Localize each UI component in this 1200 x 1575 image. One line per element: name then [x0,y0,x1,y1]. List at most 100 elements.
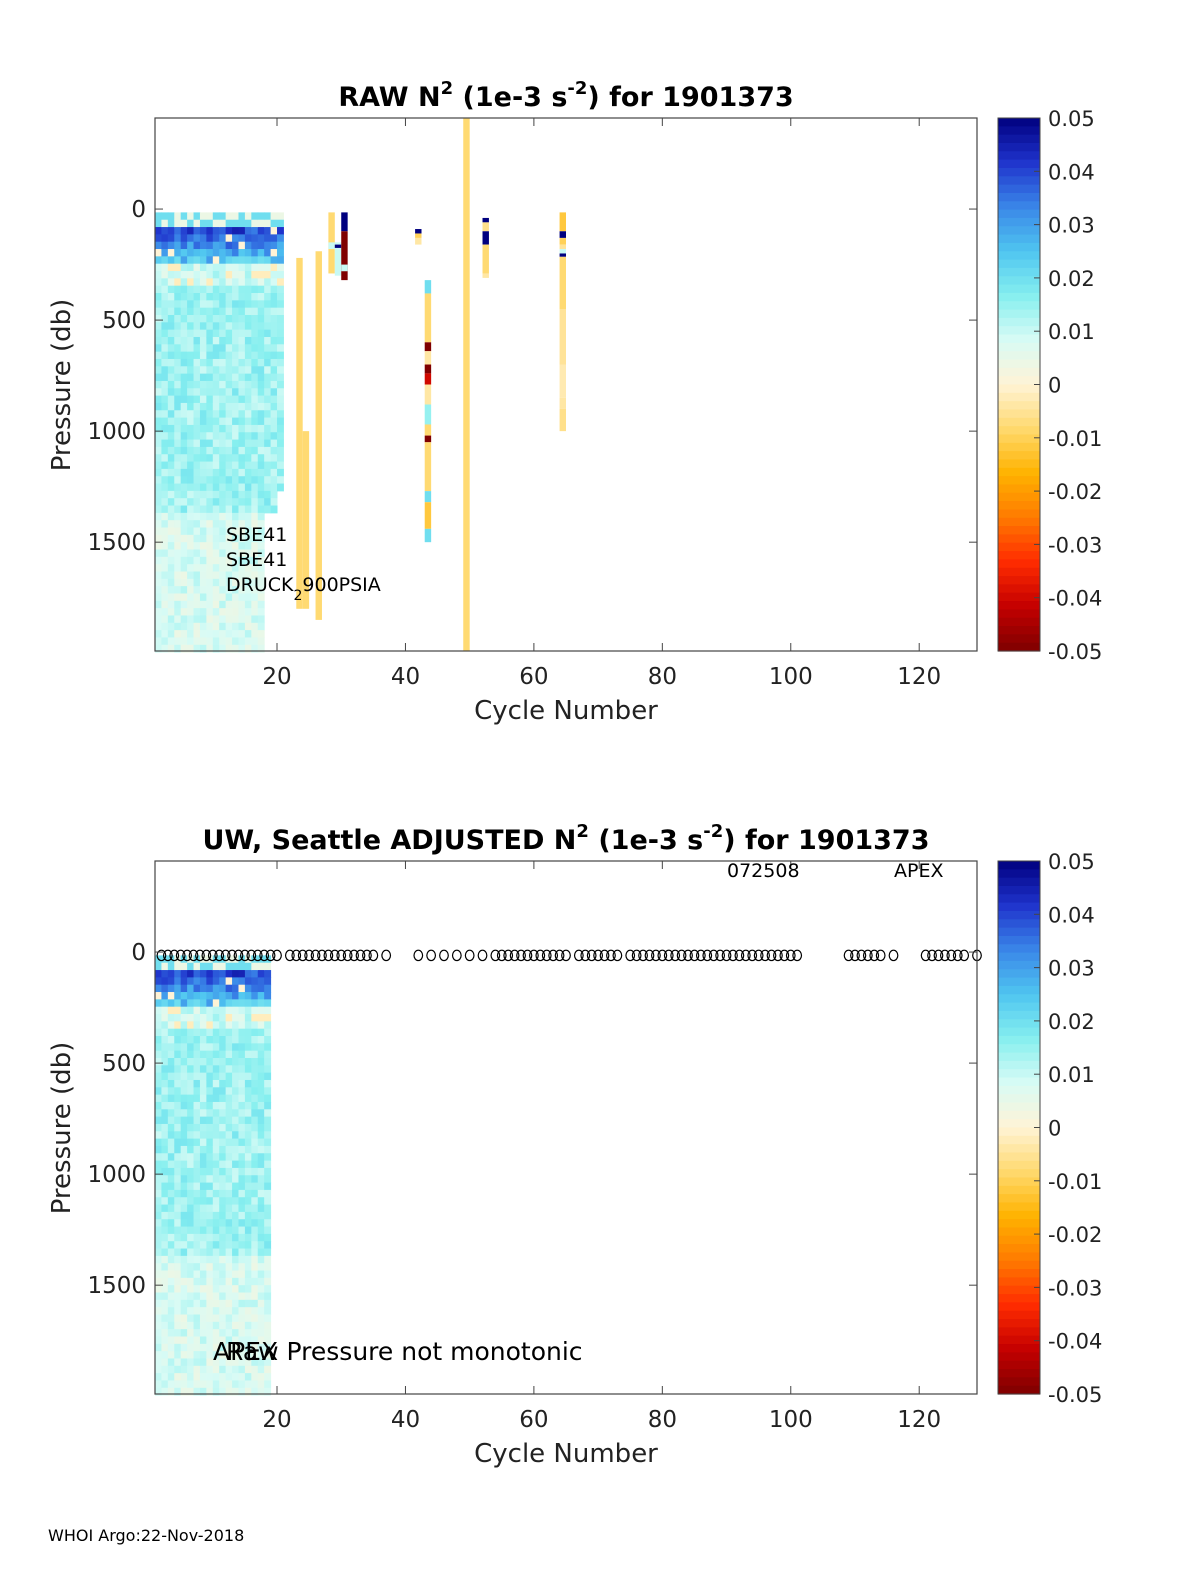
heatmap-cell [225,1131,233,1140]
heatmap-cell [225,505,233,514]
heatmap-cell [161,1101,169,1110]
colorbar-step [998,1102,1040,1112]
heatmap-cell [244,992,252,1000]
heatmap-cell [206,1270,214,1279]
heatmap-cell [244,1014,252,1022]
heatmap-cell [161,1233,169,1242]
colorbar-step [998,902,1040,912]
heatmap-cell [270,483,278,492]
heatmap-cell [180,300,188,309]
heatmap-cell [206,1167,214,1176]
heatmap-cell [174,285,182,294]
heatmap-cell [193,1094,201,1103]
heatmap-cell [212,984,220,993]
heatmap-cell [219,549,227,558]
heatmap-cell [264,454,272,463]
heatmap-cell [238,1138,246,1147]
heatmap-cell [161,1057,169,1066]
heatmap-cell [251,424,259,433]
heatmap-cell [199,271,207,279]
colorbar-step [998,609,1040,619]
heatmap-cell [167,388,175,397]
heatmap-cell [187,1094,195,1103]
heatmap-cell [225,970,233,978]
heatmap-cell [251,534,259,543]
heatmap-cell [174,1365,182,1374]
heatmap-cell [225,1182,233,1191]
heatmap-cell [232,271,239,279]
heatmap-cell [244,1160,252,1169]
cycle-marker [156,949,167,962]
heatmap-cell [206,395,214,404]
heatmap-cell [155,1241,162,1250]
heatmap-cell [225,600,233,609]
heatmap-cell [232,366,239,375]
heatmap-cell [193,977,201,986]
heatmap-cell [199,1314,207,1323]
heatmap-cell [199,314,207,323]
heatmap-cell [206,1343,214,1352]
heatmap-cell [232,1321,239,1330]
heatmap-cell [199,1380,207,1389]
heatmap-cell [219,336,227,345]
heatmap-cell [225,212,233,221]
heatmap-cell [244,1109,252,1118]
raw-plot-frame [154,117,978,652]
heatmap-cell [212,527,220,536]
heatmap-cell [251,1189,259,1198]
heatmap-cell [161,1241,169,1250]
heatmap-cell [225,520,233,529]
heatmap-cell [206,1175,214,1184]
colorbar-step [998,1377,1040,1387]
heatmap-cell [199,1021,207,1030]
heatmap-cell [257,498,265,507]
heatmap-cell [199,219,207,228]
heatmap-cell [161,351,169,360]
heatmap-cell [251,1255,259,1264]
heatmap-cell [251,483,259,492]
heatmap-cell [155,417,162,426]
heatmap-cell [206,1226,214,1235]
cycle-marker [573,949,584,962]
heatmap-cell [257,992,265,1000]
heatmap-cell [155,1226,162,1235]
heatmap-cell [244,549,252,558]
cycle-marker [612,949,623,962]
cycle-marker [528,949,539,962]
heatmap-cell [232,1057,239,1066]
heatmap-cell [257,1233,265,1242]
heatmap-cell [174,1109,182,1118]
heatmap-cell [206,1263,214,1272]
heatmap-cell [174,388,182,397]
heatmap-cell [232,314,239,323]
heatmap-cell [232,1277,239,1286]
heatmap-cell [199,1197,207,1206]
heatmap-cell [155,380,162,389]
heatmap-cell [167,984,175,993]
heatmap-cell [238,1277,246,1286]
heatmap-cell [212,1131,220,1140]
heatmap-cell [257,446,265,455]
heatmap-cell [232,227,239,235]
heatmap-cell [206,1233,214,1242]
heatmap-cell [187,1321,195,1330]
heatmap-cell [251,593,259,602]
heatmap-cell [232,1021,239,1030]
heatmap-cell [174,336,182,345]
heatmap-cell [219,1365,227,1374]
heatmap-cell [219,1101,227,1110]
heatmap-cell [251,564,259,572]
heatmap-cell [199,329,207,338]
heatmap-cell [193,1050,201,1059]
heatmap-cell [167,1336,175,1345]
heatmap-cell [199,344,207,353]
heatmap-cell [257,329,265,338]
heatmap-cell [244,1373,252,1381]
heatmap-cell [225,468,233,477]
heatmap-cell [174,446,182,455]
heatmap-cell [161,424,169,433]
heatmap-cell [232,1087,239,1096]
heatmap-cell [257,970,265,978]
heatmap-cell [174,402,182,411]
heatmap-cell [187,395,195,404]
